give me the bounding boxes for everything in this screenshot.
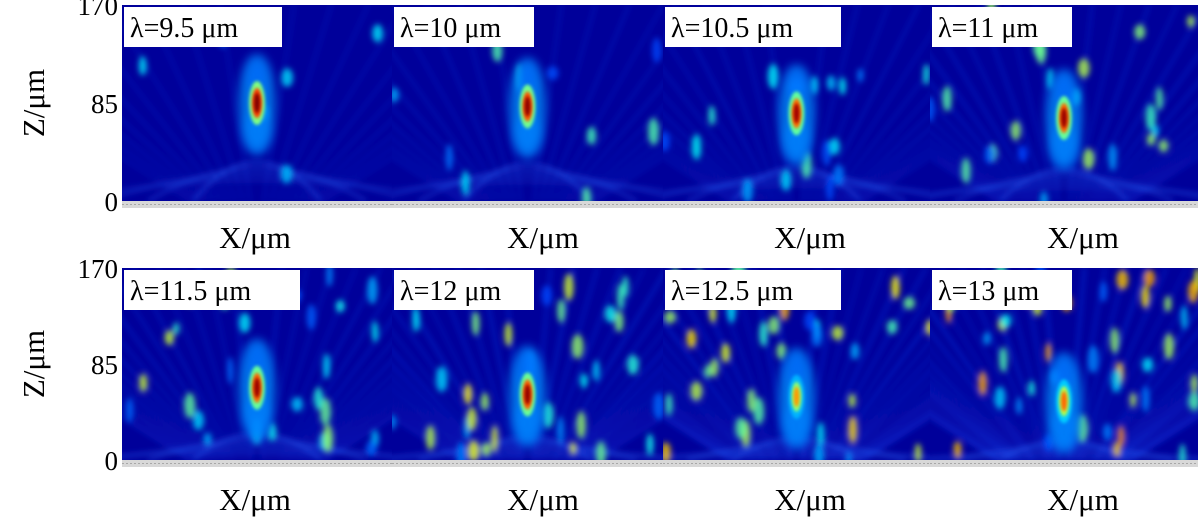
- x-axis-label: X/μm: [774, 482, 846, 517]
- focal-spot: [778, 65, 815, 166]
- heatmap-panel: λ=13 μm: [930, 268, 1198, 467]
- panel-label: λ=12.5 μm: [671, 276, 793, 307]
- substrate-strip: [122, 460, 392, 467]
- y-tick-label: 85: [91, 350, 118, 380]
- heatmap-panel: λ=10 μm: [392, 5, 663, 208]
- y-tick-label: 0: [105, 446, 119, 476]
- focal-spot: [239, 55, 275, 155]
- panel-label-box: [665, 270, 841, 310]
- focal-spot: [1046, 353, 1082, 454]
- heatmap-panel: λ=11 μm: [930, 5, 1198, 208]
- x-axis-label: X/μm: [1047, 220, 1119, 255]
- heatmap-panel: λ=12.5 μm: [663, 268, 930, 467]
- y-tick-label: 170: [78, 254, 119, 284]
- substrate-strip: [392, 201, 663, 208]
- y-tick-label: 85: [91, 89, 118, 119]
- panel-label-box: [124, 270, 300, 310]
- panel-label-box: [394, 270, 534, 310]
- panel-label: λ=13 μm: [938, 276, 1039, 307]
- x-axis-label: X/μm: [219, 220, 291, 255]
- y-axis-label: Z/μm: [16, 69, 51, 137]
- panel-label: λ=10 μm: [400, 13, 501, 44]
- y-axis-label: Z/μm: [16, 330, 51, 398]
- panel-label: λ=11 μm: [938, 13, 1038, 44]
- panel-label: λ=10.5 μm: [671, 13, 793, 44]
- heatmap-panel: λ=9.5 μm: [122, 5, 392, 208]
- focal-spot: [509, 346, 546, 447]
- axes-layer: X/μm X/μm X/μm X/μm X/μm X/μm X/μm X/μm 0 85 170 Z/…: [16, 0, 1119, 517]
- x-axis-label: X/μm: [507, 220, 579, 255]
- interference-pattern: [663, 5, 930, 201]
- panel-label-box: [394, 7, 534, 47]
- heatmap-panel: λ=10.5 μm: [663, 5, 930, 208]
- substrate-strip: [392, 460, 663, 467]
- focal-spot: [778, 348, 815, 449]
- focal-spot: [509, 58, 546, 159]
- focal-spot: [1046, 69, 1082, 170]
- focal-spot: [239, 339, 275, 440]
- heatmap-panel: λ=11.5 μm: [122, 268, 392, 467]
- interference-pattern: [930, 268, 1198, 460]
- panel-label: λ=12 μm: [400, 276, 501, 307]
- panels-layer: λ=9.5 μm λ=10 μm λ=10.5 μm λ=11 μm λ=11.5 μm…: [122, 5, 1198, 467]
- panel-label-box: [124, 7, 282, 47]
- panel-label: λ=11.5 μm: [130, 276, 251, 307]
- interference-pattern: [122, 5, 392, 201]
- y-tick-label: 170: [78, 0, 119, 21]
- panel-label: λ=9.5 μm: [130, 13, 238, 44]
- x-axis-label: X/μm: [1047, 482, 1119, 517]
- y-tick-label: 0: [105, 187, 119, 217]
- x-axis-label: X/μm: [774, 220, 846, 255]
- heatmap-panel: λ=12 μm: [392, 268, 663, 467]
- x-axis-label: X/μm: [219, 482, 291, 517]
- panel-label-box: [932, 7, 1072, 47]
- panel-label-box: [932, 270, 1072, 310]
- x-axis-label: X/μm: [507, 482, 579, 517]
- panel-label-box: [665, 7, 841, 47]
- substrate-strip: [122, 201, 392, 208]
